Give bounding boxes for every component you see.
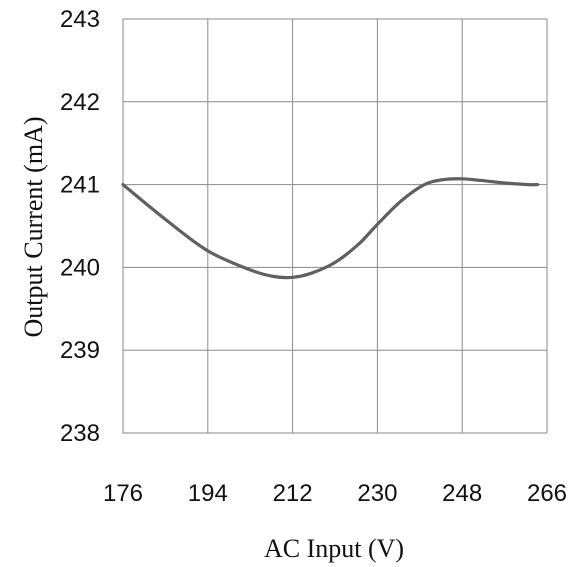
- x-axis-title: AC Input (V): [264, 534, 404, 563]
- y-tick-labels: 243 242 241 240 239 238: [60, 6, 100, 447]
- x-tick-label: 212: [273, 480, 313, 507]
- series-line: [121, 177, 540, 280]
- y-axis-title: Output Current (mA): [19, 117, 48, 338]
- x-tick-label: 248: [442, 480, 482, 507]
- x-tick-label: 230: [357, 480, 397, 507]
- x-tick-label: 266: [527, 480, 567, 507]
- x-tick-label: 194: [188, 480, 228, 507]
- grid: [122, 18, 548, 434]
- x-tick-labels: 176 194 212 230 248 266: [103, 480, 567, 507]
- y-tick-label: 243: [60, 6, 100, 33]
- y-tick-label: 242: [60, 89, 100, 116]
- y-tick-label: 241: [60, 172, 100, 199]
- x-tick-label: 176: [103, 480, 143, 507]
- y-tick-label: 239: [60, 337, 100, 364]
- series-layer: [121, 177, 540, 280]
- y-tick-label: 238: [60, 420, 100, 447]
- y-tick-label: 240: [60, 254, 100, 281]
